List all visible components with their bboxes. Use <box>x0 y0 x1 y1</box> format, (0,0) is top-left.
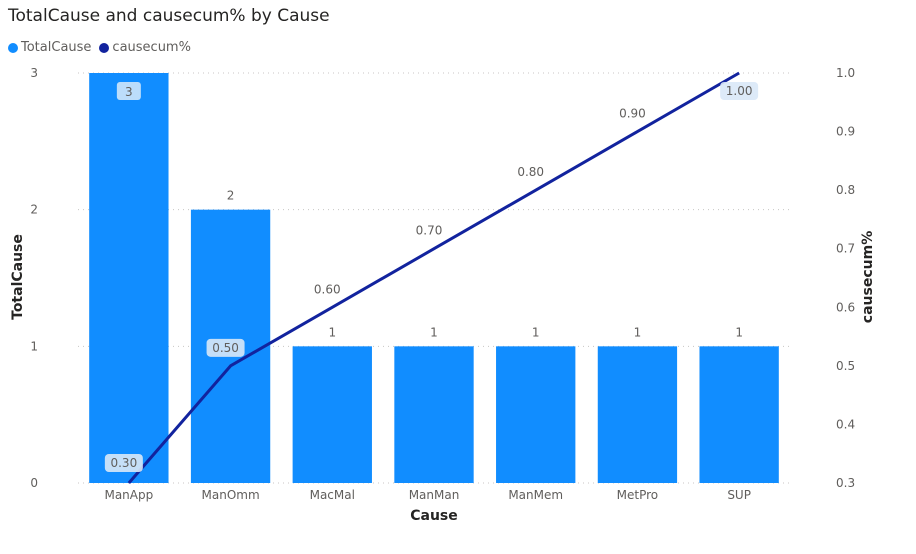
line-data-label: 1.00 <box>726 84 753 98</box>
bar-series <box>89 73 779 483</box>
y-tick-label: 1 <box>30 339 38 353</box>
y-axis-title: TotalCause <box>10 234 26 320</box>
legend-label-causecum: causecum% <box>112 40 191 55</box>
y2-axis-title: causecum% <box>860 231 876 323</box>
bar <box>292 346 372 483</box>
line-data-label: 0.30 <box>110 456 137 470</box>
y2-tick-label: 0.6 <box>836 300 855 314</box>
bar-data-label: 1 <box>634 325 642 339</box>
data-label-bg <box>720 82 759 100</box>
line-data-label: 0.60 <box>314 282 341 296</box>
line-data-label: 0.80 <box>517 165 544 179</box>
y2-tick-label: 1.0 <box>836 66 855 80</box>
data-label-bg <box>206 338 245 357</box>
x-tick-label: ManMan <box>409 488 460 502</box>
x-tick-label: ManApp <box>104 488 153 502</box>
chart-title: TotalCause and causecum% by Cause <box>8 6 330 26</box>
bar-data-label: 3 <box>125 85 133 99</box>
x-tick-label: MetPro <box>617 488 658 502</box>
y2-tick-label: 0.5 <box>836 359 855 373</box>
y-tick-label: 2 <box>30 203 38 217</box>
line-data-label: 0.70 <box>416 224 443 238</box>
bar <box>597 346 678 483</box>
x-tick-label: SUP <box>727 488 751 502</box>
y2-tick-label: 0.8 <box>836 183 855 197</box>
bar <box>394 346 474 483</box>
data-label-bg <box>116 82 141 100</box>
y2-tick-label: 0.4 <box>836 417 855 431</box>
x-axis-title: Cause <box>410 508 458 524</box>
bar-data-label: 2 <box>227 189 235 203</box>
y2-tick-label: 0.3 <box>836 476 855 490</box>
data-label-bg <box>410 221 448 240</box>
bar-data-label: 1 <box>430 325 438 339</box>
bar-data-label: 1 <box>532 325 540 339</box>
x-tick-label: ManMem <box>508 488 563 502</box>
bar <box>89 73 169 483</box>
legend-item-totalcause[interactable]: TotalCause <box>8 40 91 55</box>
data-label-bg <box>511 163 550 182</box>
legend: TotalCause causecum% <box>8 40 199 55</box>
legend-swatch-totalcause <box>8 42 18 53</box>
y2-tick-label: 0.7 <box>836 242 855 256</box>
x-tick-label: ManOmm <box>202 488 260 502</box>
line-path <box>127 71 740 484</box>
line-data-label: 0.90 <box>619 107 646 121</box>
legend-swatch-causecum <box>99 42 110 53</box>
data-labels: 3 2 1 1 1 1 1 0.30 0.50 0.60 0.70 0.80 0.90 1.00 <box>104 82 759 472</box>
data-label-bg <box>104 454 143 472</box>
legend-label-totalcause: TotalCause <box>21 40 92 55</box>
x-tick-label: MacMal <box>310 488 355 502</box>
axes: 0 1 2 3 0.3 0.4 0.5 0.6 0.7 0.8 0.9 1.0 ManApp ManOmm… <box>30 66 855 502</box>
y-tick-label: 3 <box>30 66 38 80</box>
legend-item-causecum[interactable]: causecum% <box>99 40 191 55</box>
y-tick-label: 0 <box>30 476 38 490</box>
data-label-bg <box>613 104 652 123</box>
bar <box>496 346 576 483</box>
line-data-label: 0.50 <box>212 341 239 355</box>
y2-tick-label: 0.9 <box>836 125 855 139</box>
bar <box>699 346 779 483</box>
line-series <box>127 71 740 484</box>
data-label-bg <box>308 280 347 299</box>
bar-data-label: 1 <box>735 325 743 339</box>
bar-data-label: 1 <box>328 325 336 339</box>
